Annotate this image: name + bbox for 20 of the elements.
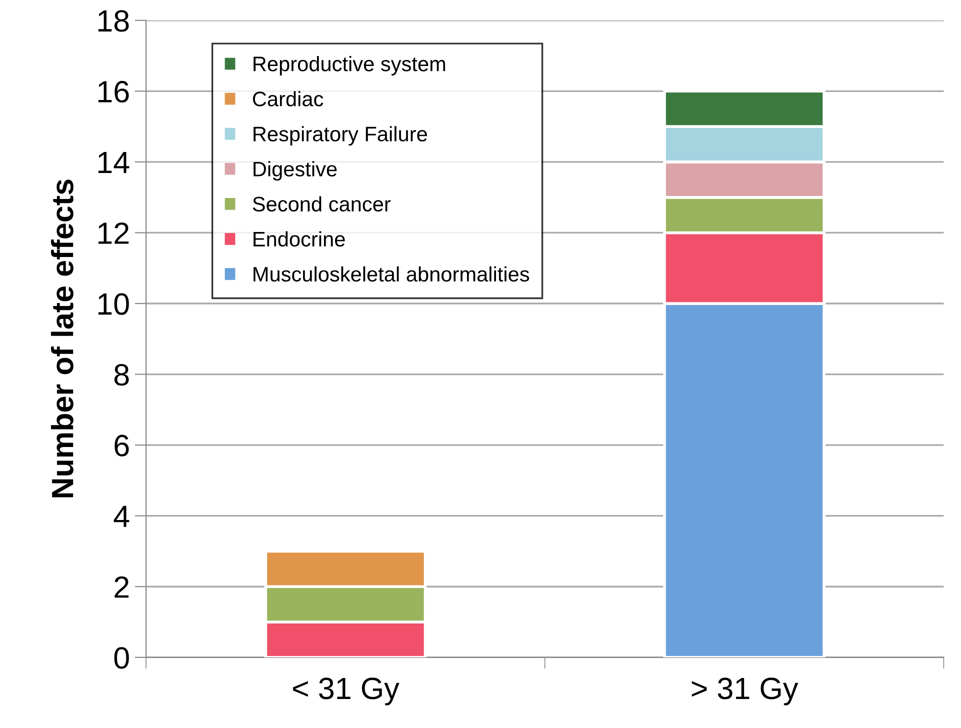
legend-label: Cardiac — [252, 91, 324, 106]
legend-label: Musculoskeletal abnormalities — [254, 266, 530, 282]
y-tick-label: 18 — [98, 10, 129, 32]
y-tick-label: 14 — [98, 152, 130, 174]
y-axis-title: Number of late effects — [50, 180, 74, 498]
y-tick-label: 10 — [98, 293, 129, 315]
legend-label: Reproductive system — [254, 56, 446, 76]
y-tick-label: 0 — [114, 647, 129, 669]
y-tick-label: 16 — [98, 80, 129, 103]
y-tick-label: 4 — [114, 506, 130, 527]
y-tick-label: 2 — [114, 576, 129, 598]
y-tick-label: 12 — [98, 222, 129, 244]
y-tick-label: 6 — [114, 434, 129, 456]
y-tick-label: 8 — [114, 364, 129, 386]
legend-label: Endocrine — [254, 231, 345, 247]
legend-label: Digestive — [254, 161, 337, 181]
legend-label: Respiratory Failure — [254, 126, 427, 146]
x-tick-label: < 31 Gy — [293, 678, 400, 706]
x-tick-label: > 31 Gy — [692, 678, 798, 706]
legend-label: Second cancer — [252, 196, 391, 212]
